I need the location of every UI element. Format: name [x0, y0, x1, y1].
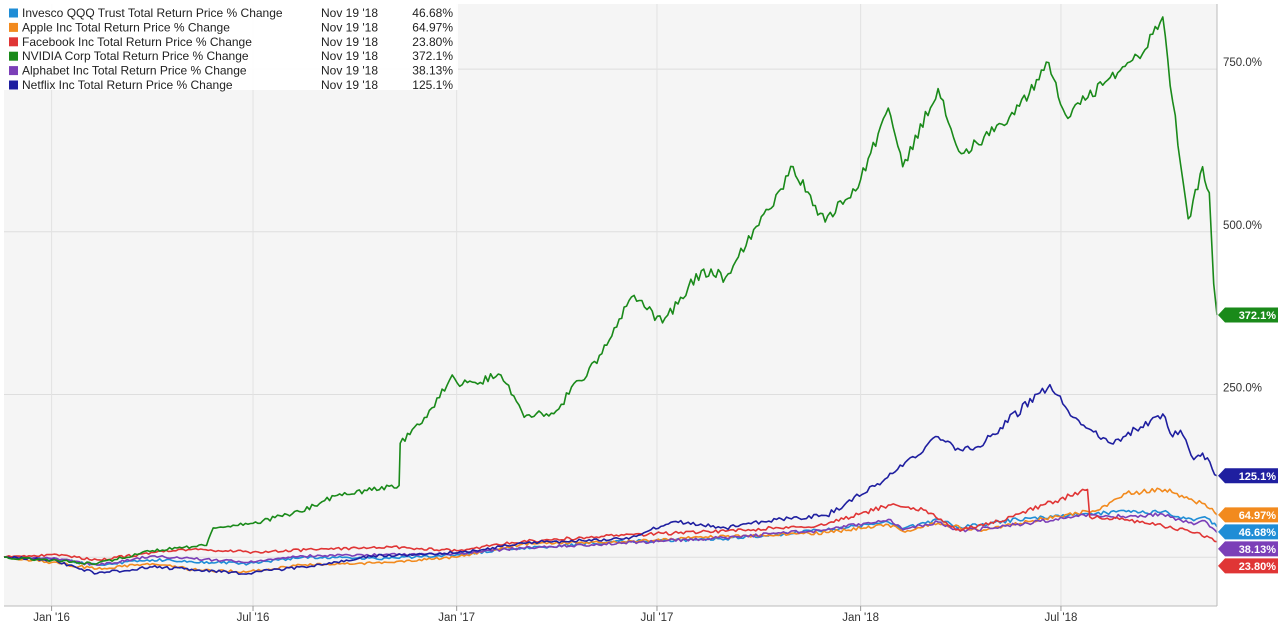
series-end-label: 125.1%	[1239, 471, 1277, 483]
legend-value: 64.97%	[412, 20, 453, 34]
series-end-label-tag	[1218, 541, 1278, 557]
series-line	[3, 512, 1218, 566]
legend-series-name: Apple Inc Total Return Price % Change	[22, 20, 230, 34]
x-tick-label: Jan '16	[33, 612, 70, 624]
x-tick-label: Jul '18	[1045, 612, 1078, 624]
legend-date: Nov 19 '18	[321, 20, 378, 34]
y-tick-label: 250.0%	[1223, 382, 1262, 394]
legend-value: 38.13%	[412, 64, 453, 78]
x-axis: Jan '16 Jul '16 Jan '17 Jul '17 Jan '18 Jul '…	[33, 606, 1077, 624]
plot-area-background	[4, 4, 1217, 606]
series-lines	[3, 16, 1218, 575]
series-end-label: 38.13%	[1239, 544, 1277, 556]
series-end-label: 64.97%	[1239, 510, 1277, 522]
legend-series-name: Netflix Inc Total Return Price % Change	[22, 78, 233, 92]
legend-date: Nov 19 '18	[321, 49, 378, 63]
y-tick-label: 750.0%	[1223, 57, 1262, 69]
legend-swatch	[9, 22, 18, 32]
legend-date: Nov 19 '18	[321, 6, 378, 20]
series-line	[3, 488, 1218, 562]
legend-swatch	[9, 80, 18, 90]
legend-swatch	[9, 8, 18, 18]
legend: Invesco QQQ Trust Total Return Price % C…	[4, 4, 458, 92]
legend-value: 125.1%	[412, 78, 453, 92]
legend-series-name: NVIDIA Corp Total Return Price % Change	[22, 49, 249, 63]
legend-series-name: Alphabet Inc Total Return Price % Change	[22, 64, 247, 78]
series-end-label: 372.1%	[1239, 310, 1277, 322]
legend-value: 372.1%	[412, 49, 453, 63]
y-tick-label: 500.0%	[1223, 220, 1262, 232]
legend-value: 23.80%	[412, 35, 453, 49]
legend-date: Nov 19 '18	[321, 78, 378, 92]
legend-background	[4, 4, 458, 90]
legend-date: Nov 19 '18	[321, 64, 378, 78]
series-end-label-tag	[1218, 468, 1278, 484]
series-line	[3, 383, 1218, 575]
series-line	[3, 16, 1218, 566]
legend-series-name: Invesco QQQ Trust Total Return Price % C…	[22, 6, 283, 20]
series-end-label-tag	[1218, 524, 1278, 540]
legend-value: 46.68%	[412, 6, 453, 20]
x-tick-label: Jan '17	[438, 612, 475, 624]
series-end-label: 46.68%	[1239, 527, 1277, 539]
x-tick-label: Jan '18	[842, 612, 879, 624]
series-end-label-tag	[1218, 558, 1278, 574]
legend-swatch	[9, 37, 18, 47]
series-line	[3, 487, 1218, 574]
legend-swatch	[9, 66, 18, 76]
series-end-labels: 372.1% 125.1% 64.97% 46.68% 38.13% 23.80%	[1218, 307, 1278, 574]
x-tick-label: Jul '17	[641, 612, 674, 624]
legend-swatch	[9, 51, 18, 61]
legend-series-name: Facebook Inc Total Return Price % Change	[22, 35, 252, 49]
series-end-label-tag	[1218, 307, 1278, 323]
legend-date: Nov 19 '18	[321, 35, 378, 49]
y-axis: 250.0% 500.0% 750.0%	[1223, 57, 1262, 394]
series-end-label: 23.80%	[1239, 561, 1277, 573]
x-tick-label: Jul '16	[237, 612, 270, 624]
series-end-label-tag	[1218, 507, 1278, 523]
